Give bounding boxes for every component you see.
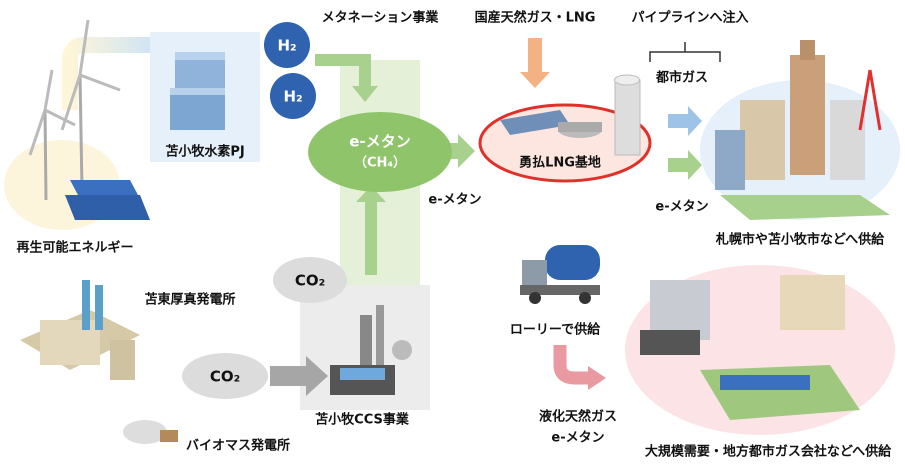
lng-arrow xyxy=(528,38,542,73)
label: 液化天然ガス xyxy=(539,409,617,425)
h2-label: H₂ xyxy=(283,88,302,106)
label: バイオマス発電所 xyxy=(186,438,290,454)
lorry xyxy=(520,245,600,304)
co2-label: CO₂ xyxy=(295,272,325,290)
label: 国産天然ガス・LNG xyxy=(475,10,596,26)
label: e-メタン xyxy=(428,193,481,208)
biomass-plant xyxy=(123,420,178,444)
power-plant xyxy=(20,280,140,380)
label: 大規模需要・地方都市ガス会社などへ供給 xyxy=(645,444,892,460)
label: e-メタン xyxy=(655,200,708,215)
arrow-head xyxy=(306,356,328,396)
lng-facility xyxy=(500,74,641,156)
renewable-icon xyxy=(28,19,150,220)
h2-label: H₂ xyxy=(277,37,296,55)
co2-arrow xyxy=(270,366,308,386)
h2-circle xyxy=(270,73,316,119)
e-methane-circle xyxy=(308,112,452,192)
arrow-head xyxy=(688,106,702,136)
arrow-head xyxy=(458,134,475,168)
arrow-head xyxy=(520,72,550,88)
co2-arrow xyxy=(365,200,377,275)
co2-bubble xyxy=(273,257,347,303)
h2-circle xyxy=(264,22,310,68)
lng-base-label: 勇払LNG基地 xyxy=(519,155,601,171)
e-methane-label: e-メタン xyxy=(349,133,410,151)
label: 都市ガス xyxy=(655,70,708,86)
gas-arrow xyxy=(668,114,688,128)
arrow-head xyxy=(356,186,386,202)
label: メタネーション事業 xyxy=(322,10,440,26)
city xyxy=(715,40,890,220)
co2-bubble xyxy=(182,353,268,399)
h2-arrow xyxy=(315,54,371,88)
label: e-メタン xyxy=(551,431,604,446)
lorry-arrow xyxy=(553,345,590,385)
arrow-head xyxy=(352,86,378,102)
co2-label: CO₂ xyxy=(210,368,240,386)
label: パイプラインへ注入 xyxy=(631,10,748,26)
bracket xyxy=(649,42,721,62)
label: 札幌市や苫小牧市などへ供給 xyxy=(715,232,885,248)
ccs-plant xyxy=(330,305,412,395)
label: ローリーで供給 xyxy=(510,322,601,338)
e-methane-formula: （CH₄） xyxy=(354,155,406,171)
arrow-head xyxy=(688,150,702,180)
hydrogen-plant xyxy=(170,52,225,130)
arrow-head xyxy=(588,366,606,390)
methane-arrow xyxy=(668,158,688,172)
label: 苫小牧CCS事業 xyxy=(315,412,410,428)
industrial-area xyxy=(640,275,860,420)
label: 苫小牧水素PJ xyxy=(165,144,244,160)
label: 再生可能エネルギー xyxy=(16,240,133,256)
label: 苫東厚真発電所 xyxy=(144,292,235,308)
